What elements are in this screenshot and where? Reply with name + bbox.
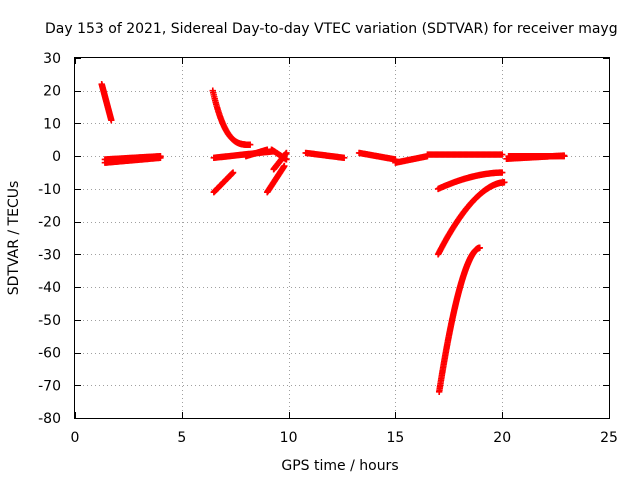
y-tick-label: -50 (38, 313, 61, 329)
data-segment (209, 87, 254, 148)
data-segment (434, 169, 506, 193)
data-point (157, 152, 164, 160)
y-tick-label: -70 (38, 378, 61, 394)
y-tick-label: 0 (52, 149, 61, 165)
data-segment (210, 169, 237, 196)
data-segment (242, 146, 271, 160)
y-tick-label: -40 (38, 280, 61, 296)
data-segment (435, 244, 483, 396)
y-tick-label: 20 (43, 84, 61, 100)
y-tick-label: -30 (38, 247, 61, 263)
data-point (246, 141, 254, 148)
data-point (283, 149, 290, 157)
data-segment (264, 162, 288, 196)
y-tick-labels: 30 20 10 0 -10 -20 -30 -40 -50 -60 -70 -80 (38, 51, 61, 427)
y-axis-label: SDTVAR / TECUs (6, 181, 22, 296)
data-point (283, 156, 290, 163)
data-point (340, 154, 348, 162)
data-segment (424, 151, 506, 158)
y-tick-label: 30 (43, 51, 61, 67)
data-segment (98, 80, 115, 124)
x-tick-label: 20 (493, 430, 511, 446)
y-tick-label: -20 (38, 215, 61, 231)
data-point (499, 151, 506, 158)
data-segment (302, 149, 348, 162)
data-segment (434, 179, 508, 258)
x-axis-label: GPS time / hours (281, 458, 398, 474)
data-point (560, 152, 568, 159)
x-tick-label: 15 (386, 430, 404, 446)
y-tick-label: 10 (43, 116, 61, 132)
y-tick-label: -10 (38, 182, 61, 198)
data-point (501, 179, 508, 186)
x-tick-label: 25 (600, 430, 618, 446)
data-points (98, 80, 568, 396)
data-segment (392, 152, 431, 166)
x-tick-label: 5 (177, 430, 186, 446)
data-point (499, 169, 506, 176)
x-tick-label: 10 (280, 430, 298, 446)
data-point (229, 169, 237, 176)
data-segment (503, 152, 568, 162)
x-tick-label: 0 (71, 430, 80, 446)
plot-frame (74, 57, 610, 419)
axis-ticks (75, 58, 610, 419)
data-point (476, 244, 483, 252)
data-point (108, 116, 115, 124)
data-segment (101, 152, 164, 163)
data-segment (268, 146, 290, 163)
x-tick-labels: 0 5 10 15 20 25 (71, 430, 618, 446)
y-tick-label: -80 (38, 411, 61, 427)
data-segment (355, 149, 399, 163)
grid-lines (75, 58, 609, 418)
y-tick-label: -60 (38, 346, 61, 362)
chart-title: Day 153 of 2021, Sidereal Day-to-day VTE… (45, 21, 618, 37)
data-point (281, 162, 288, 170)
